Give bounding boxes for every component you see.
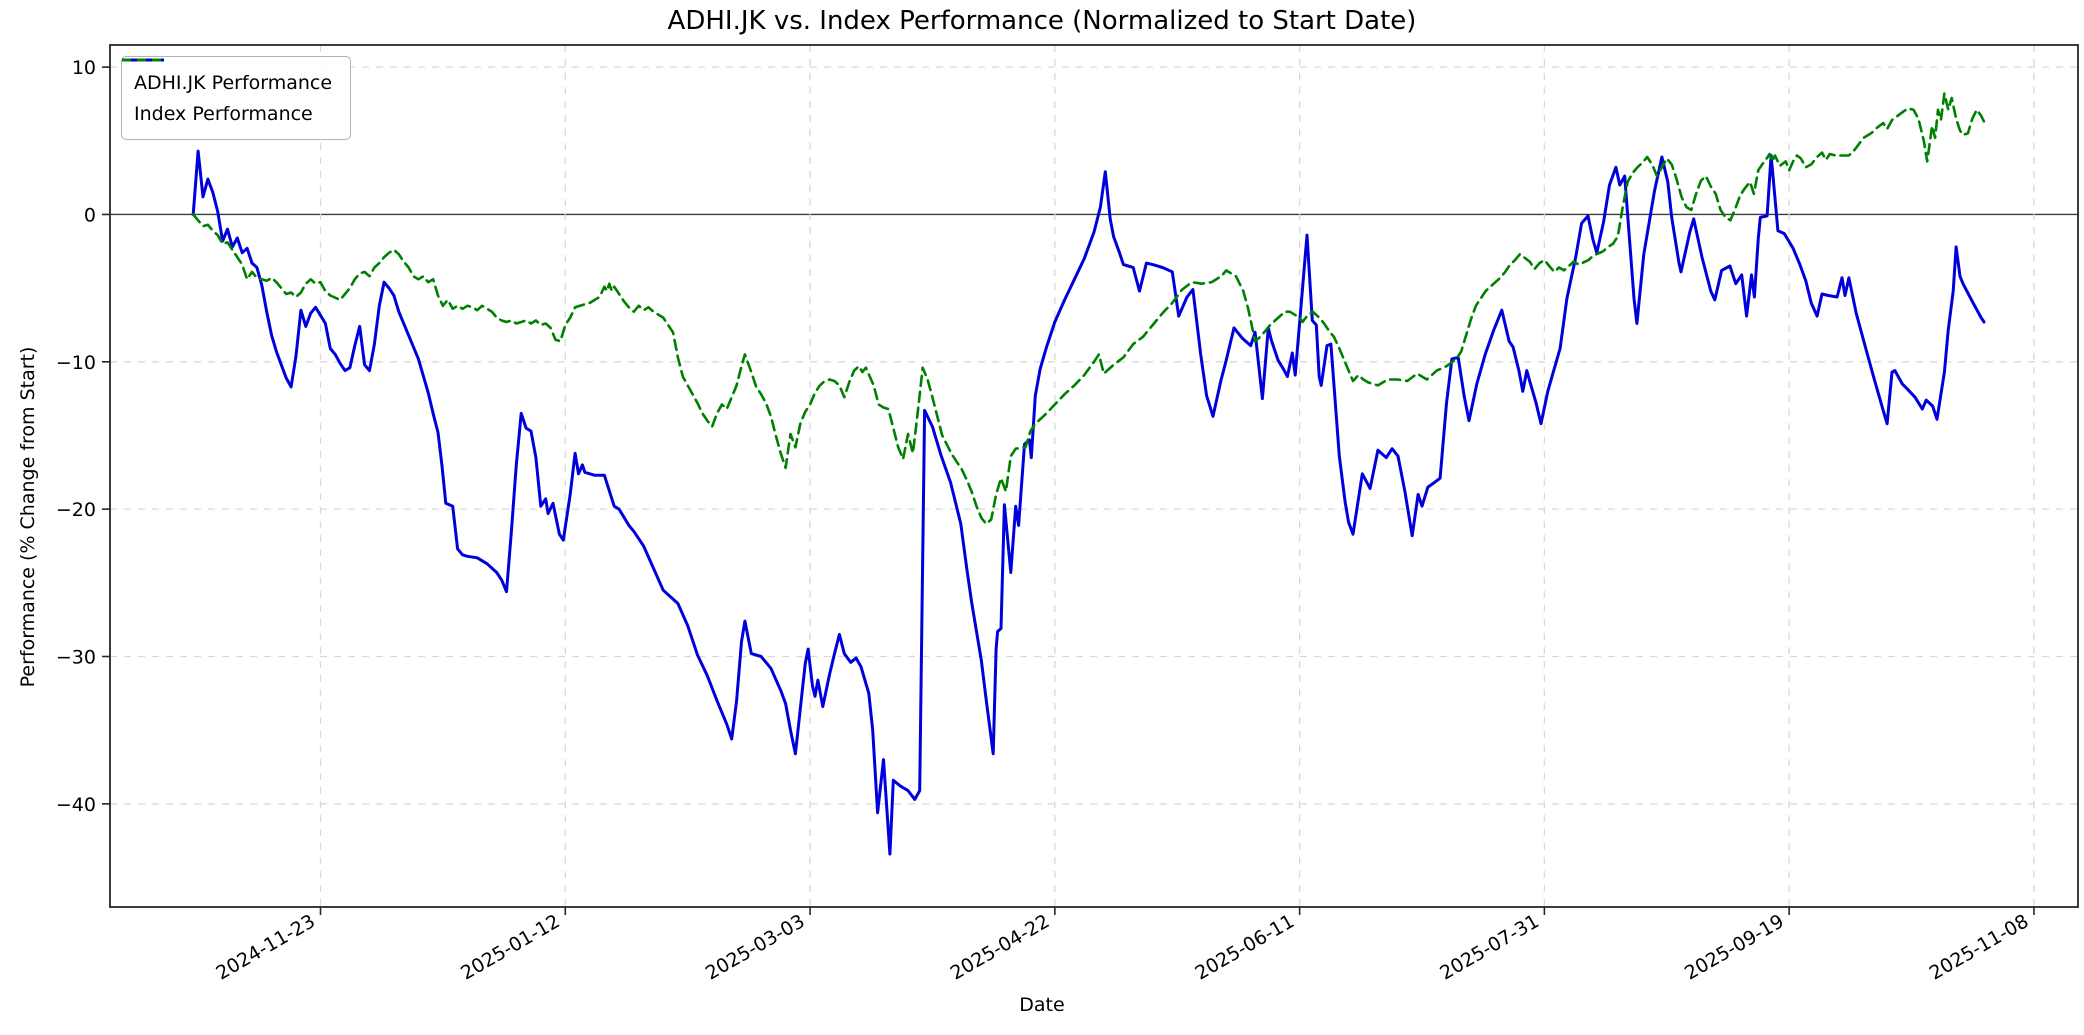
legend-label-adhi: ADHI.JK Performance: [134, 71, 333, 94]
plot-border: [109, 44, 2079, 908]
gridlines: [110, 45, 2078, 907]
series-lines: [191, 92, 1986, 856]
x-tick-label: 2025-03-03: [702, 910, 809, 984]
y-tick-label: 0: [84, 204, 96, 226]
legend-item-index: Index Performance: [122, 58, 332, 129]
tick-labels: 10 0 −10 −20 −30 −40 2024-11-23 2025-01-12 2025-…: [56, 57, 2033, 984]
legend: ADHI.JK Performance Index Performance: [121, 56, 352, 140]
legend-item-adhi: ADHI.JK Performance: [122, 58, 333, 98]
x-tick-label: 2025-11-08: [1926, 910, 2033, 984]
x-tick-label: 2025-01-12: [457, 910, 564, 984]
axis-ticks: [102, 66, 2035, 915]
x-tick-label: 2025-04-22: [947, 910, 1054, 984]
x-tick-label: 2025-06-11: [1191, 910, 1298, 984]
x-tick-label: 2025-07-31: [1436, 910, 1543, 984]
y-tick-label: −40: [56, 794, 96, 816]
x-tick-label: 2024-11-23: [212, 910, 319, 984]
y-tick-label: 10: [72, 57, 96, 79]
index-performance-line: [191, 92, 1986, 526]
adhi-performance-line: [191, 149, 1986, 856]
x-tick-label: 2025-09-19: [1681, 910, 1788, 984]
x-axis-label: Date: [1019, 994, 1065, 1016]
chart-title: ADHI.JK vs. Index Performance (Normalize…: [667, 6, 1417, 36]
y-tick-label: −20: [56, 499, 96, 521]
legend-label-index: Index Performance: [134, 102, 313, 125]
y-tick-label: −30: [56, 647, 96, 669]
y-tick-label: −10: [56, 352, 96, 374]
dashed-line-icon: [122, 58, 164, 62]
y-axis-label: Performance (% Change from Start): [17, 346, 39, 687]
